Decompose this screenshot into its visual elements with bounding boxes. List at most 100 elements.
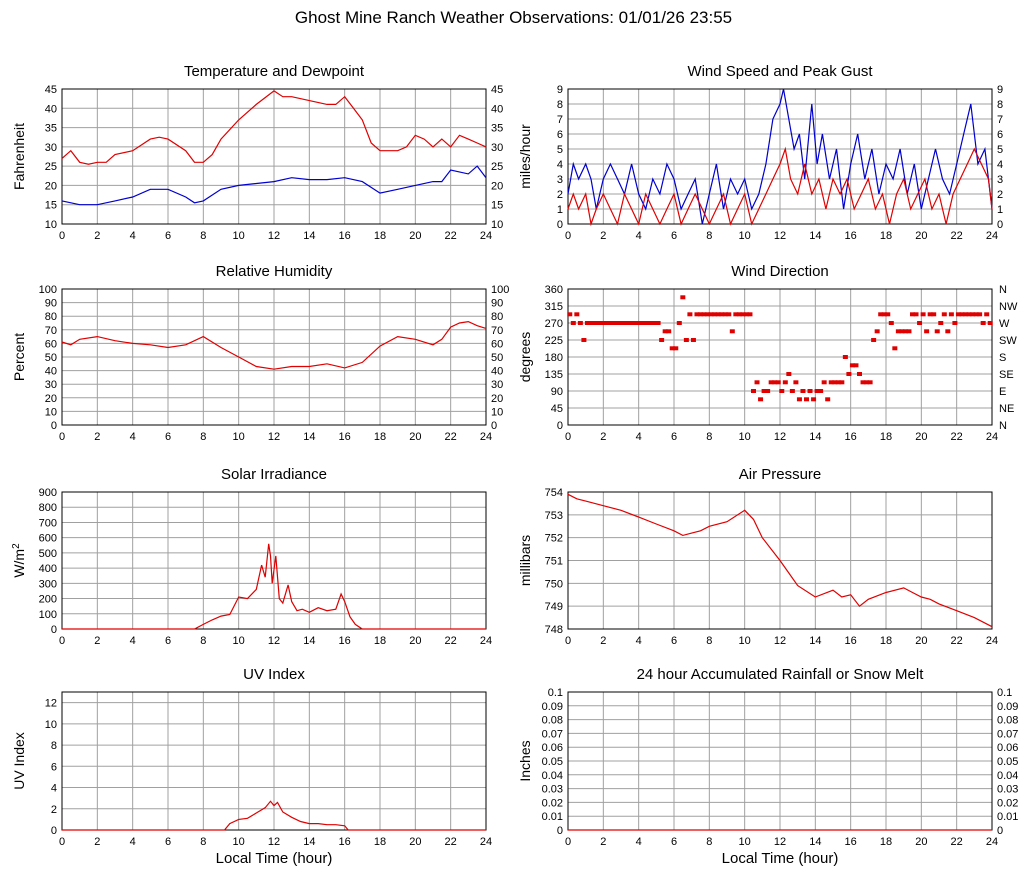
y-tick-label: 40 (45, 103, 57, 115)
data-point (669, 346, 675, 351)
x-tick-label: 12 (774, 230, 786, 242)
data-point (796, 397, 802, 402)
y-tick-label: 180 (545, 352, 563, 364)
data-point (906, 329, 912, 334)
data-point (984, 312, 990, 317)
data-point (959, 312, 965, 317)
data-point (864, 380, 870, 385)
y-tick-label-right: 30 (491, 379, 503, 391)
data-point (655, 321, 661, 325)
x-tick-label: 2 (94, 836, 100, 848)
y-tick-label-right: 2 (997, 189, 1003, 201)
y-tick-label-right: 50 (491, 352, 503, 364)
x-tick-label: 8 (706, 230, 712, 242)
y-tick-label: 35 (45, 123, 57, 135)
y-tick-label-right: 0.06 (997, 742, 1018, 754)
y-tick-label-right: 1 (997, 204, 1003, 216)
x-tick-label: 24 (480, 836, 492, 848)
y-tick-label: 45 (551, 403, 563, 415)
y-tick-label: 400 (39, 563, 57, 575)
x-tick-label: 2 (94, 230, 100, 242)
data-point (842, 355, 848, 359)
x-tick-label: 8 (200, 230, 206, 242)
x-tick-label: 22 (445, 635, 457, 647)
y-tick-label: 360 (545, 284, 563, 296)
chart-title: Relative Humidity (216, 263, 333, 280)
x-tick-label: 12 (268, 635, 280, 647)
plot-frame (61, 491, 487, 630)
y-tick-label-right: 0 (997, 825, 1003, 837)
data-point (927, 312, 933, 317)
x-tick-label: 16 (845, 431, 857, 443)
x-tick-label: 8 (706, 431, 712, 443)
data-point (705, 312, 711, 317)
x-tick-label: 2 (600, 635, 606, 647)
data-point (581, 338, 587, 342)
y-tick-label: 135 (545, 369, 563, 381)
x-tick-label: 6 (165, 230, 171, 242)
data-point (765, 389, 771, 393)
y-tick-label: 0.04 (542, 770, 563, 782)
data-point (913, 312, 919, 317)
y-tick-label: 100 (39, 609, 57, 621)
data-point (931, 312, 937, 317)
data-point (613, 321, 619, 325)
y-tick-label-right: 0 (997, 219, 1003, 231)
data-point (871, 338, 877, 342)
y-tick-label: 0.08 (542, 715, 563, 727)
y-tick-label: 0 (557, 420, 563, 432)
data-point (860, 380, 866, 385)
x-tick-label: 20 (915, 230, 927, 242)
data-point (758, 397, 764, 402)
x-tick-label: 20 (915, 431, 927, 443)
data-point (680, 295, 686, 300)
x-tick-label: 22 (951, 635, 963, 647)
data-point (782, 380, 788, 385)
x-tick-label: 12 (774, 836, 786, 848)
y-tick-label-right: 60 (491, 338, 503, 350)
data-point (970, 312, 976, 317)
y-tick-label: 749 (545, 601, 563, 613)
data-point (952, 321, 958, 325)
y-tick-label-right: 0.1 (997, 687, 1012, 699)
x-tick-label: 6 (165, 635, 171, 647)
data-point (687, 312, 693, 317)
x-tick-label: 24 (986, 230, 998, 242)
data-point (577, 321, 583, 325)
x-tick-label: 0 (565, 230, 571, 242)
y-tick-label: 10 (45, 406, 57, 418)
data-point (616, 321, 622, 325)
series-line-blue (567, 88, 993, 225)
data-point (804, 397, 809, 402)
data-point (592, 321, 597, 325)
data-point (754, 380, 760, 385)
data-point (719, 312, 725, 317)
x-tick-label: 2 (600, 230, 606, 242)
y-tick-label: 45 (45, 84, 57, 96)
x-tick-label: 14 (303, 431, 315, 443)
x-tick-label: 24 (986, 635, 998, 647)
y-tick-label-right: 0.02 (997, 797, 1018, 809)
y-tick-label: 0 (51, 420, 57, 432)
y-tick-label-right: 100 (491, 284, 509, 296)
data-point (740, 312, 746, 317)
y-tick-label: 30 (45, 379, 57, 391)
data-point (690, 338, 696, 342)
chart-title: UV Index (243, 666, 305, 683)
x-tick-label: 0 (565, 431, 571, 443)
y-tick-label: 750 (545, 578, 563, 590)
data-point (712, 312, 718, 317)
data-point (694, 312, 700, 317)
x-tick-label: 4 (636, 836, 642, 848)
y-axis-label: miles/hour (517, 124, 533, 189)
y-tick-label: 270 (545, 318, 563, 330)
y-tick-label-right: 9 (997, 84, 1003, 96)
data-point (634, 321, 640, 325)
x-tick-label: 18 (374, 635, 386, 647)
data-point (917, 321, 923, 325)
y-tick-label: 3 (557, 174, 563, 186)
x-tick-label: 2 (600, 431, 606, 443)
x-tick-label: 12 (774, 431, 786, 443)
y-tick-label-right: 0.04 (997, 770, 1018, 782)
